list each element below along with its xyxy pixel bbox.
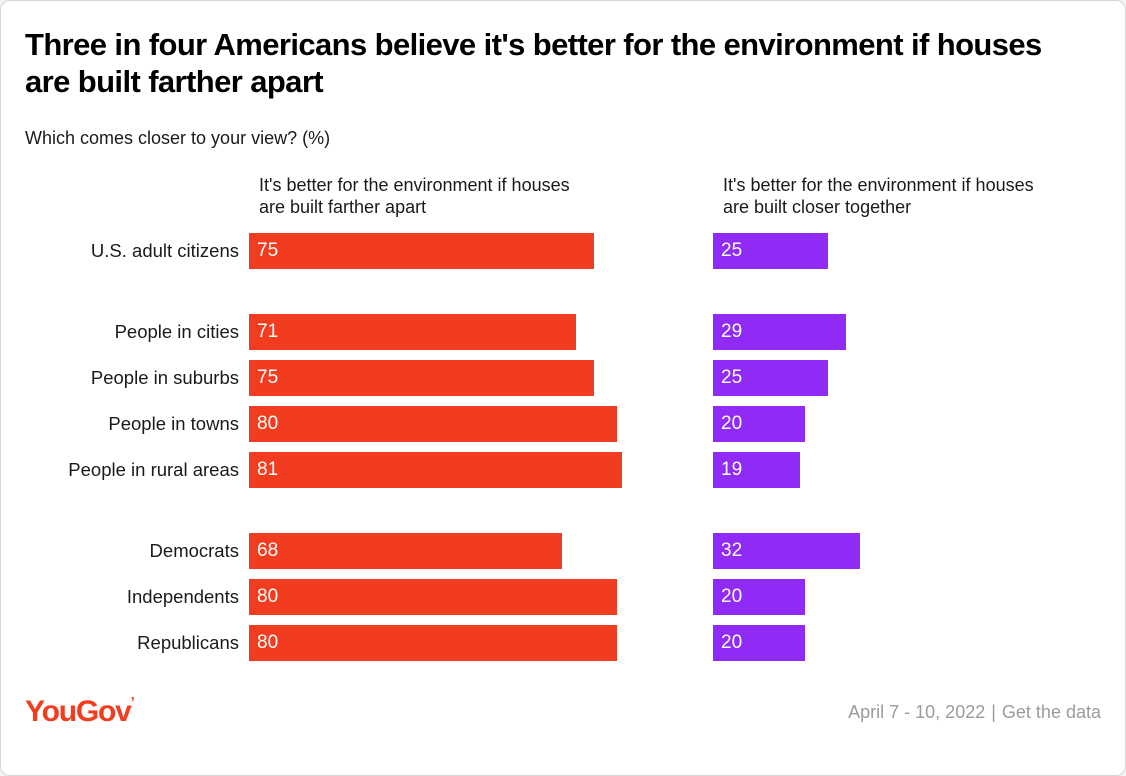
yougov-logo: YouGov’ [25,694,135,729]
farther-apart-bar-area: 80 [249,625,713,662]
chart-row: Independents 80 20 [25,579,1101,616]
bar-farther-apart: 71 [249,314,576,351]
bar-value: 20 [721,413,743,435]
bar-value: 71 [257,321,279,343]
category-label: People in suburbs [90,367,239,389]
farther-apart-bar-area: 71 [249,314,713,351]
farther-apart-bar-area: 68 [249,533,713,570]
bar-value: 80 [257,413,279,435]
bar-value: 80 [257,586,279,608]
get-the-data-link[interactable]: Get the data [1001,701,1101,722]
bar-value: 32 [721,540,743,562]
closer-together-bar-area: 20 [713,579,1101,616]
closer-together-bar-area: 25 [713,233,1101,270]
farther-apart-bar-area: 80 [249,579,713,616]
chart-row: People in towns 80 20 [25,406,1101,443]
closer-together-bar-area: 20 [713,625,1101,662]
category-label: Republicans [137,632,239,654]
category-label: U.S. adult citizens [90,240,239,262]
bar-farther-apart: 68 [249,533,562,570]
bar-value: 20 [721,632,743,654]
closer-together-bar-area: 25 [713,360,1101,397]
column-headers: It's better for the environment if house… [25,175,1101,219]
farther-apart-bar-area: 75 [249,360,713,397]
closer-together-bar-area: 19 [713,452,1101,489]
bar-value: 81 [257,459,279,481]
bar-value: 29 [721,321,743,343]
chart-footer: YouGov’ April 7 - 10, 2022 | Get the data [25,695,1101,729]
bar-farther-apart: 80 [249,579,617,616]
bar-closer-together: 20 [713,625,805,662]
category-label: Independents [126,586,239,608]
closer-together-bar-area: 32 [713,533,1101,570]
bar-value: 20 [721,586,743,608]
chart-row: Democrats 68 32 [25,533,1101,570]
bar-value: 19 [721,459,743,481]
bar-closer-together: 20 [713,406,805,443]
bar-closer-together: 20 [713,579,805,616]
bar-farther-apart: 81 [249,452,622,489]
column-header-closer-together: It's better for the environment if house… [723,175,1034,218]
closer-together-bar-area: 20 [713,406,1101,443]
category-label: People in cities [114,321,239,343]
bar-farther-apart: 80 [249,406,617,443]
farther-apart-bar-area: 75 [249,233,713,270]
logo-quote-mark: ’ [130,694,135,712]
chart-row: Republicans 80 20 [25,625,1101,662]
bar-closer-together: 29 [713,314,847,351]
column-header-farther-apart: It's better for the environment if house… [259,175,570,218]
chart-rows: U.S. adult citizens 75 25 People in cities 7… [25,233,1101,662]
bar-closer-together: 25 [713,360,828,397]
chart-row: People in suburbs 75 25 [25,360,1101,397]
category-label: People in towns [108,413,239,435]
bar-value: 25 [721,367,743,389]
label-column-spacer [25,175,259,219]
logo-text: YouGov [25,695,132,729]
bar-farther-apart: 75 [249,360,594,397]
bar-closer-together: 32 [713,533,861,570]
bar-closer-together: 25 [713,233,828,270]
bar-farther-apart: 80 [249,625,617,662]
footer-meta: April 7 - 10, 2022 | Get the data [848,702,1101,723]
bar-farther-apart: 75 [249,233,594,270]
chart-row: People in cities 71 29 [25,314,1101,351]
bar-value: 75 [257,367,279,389]
category-label: People in rural areas [68,459,239,481]
chart-title: Three in four Americans believe it's bet… [25,27,1042,99]
bar-value: 68 [257,540,279,562]
bar-value: 80 [257,632,279,654]
closer-together-bar-area: 29 [713,314,1101,351]
farther-apart-bar-area: 81 [249,452,713,489]
footer-separator: | [991,701,996,722]
bar-value: 75 [257,240,279,262]
bar-value: 25 [721,240,743,262]
category-label: Democrats [149,540,239,562]
chart-subtitle: Which comes closer to your view? (%) [25,128,331,149]
date-range: April 7 - 10, 2022 [848,701,986,722]
bar-closer-together: 19 [713,452,801,489]
farther-apart-bar-area: 80 [249,406,713,443]
chart-row: U.S. adult citizens 75 25 [25,233,1101,270]
chart-row: People in rural areas 81 19 [25,452,1101,489]
